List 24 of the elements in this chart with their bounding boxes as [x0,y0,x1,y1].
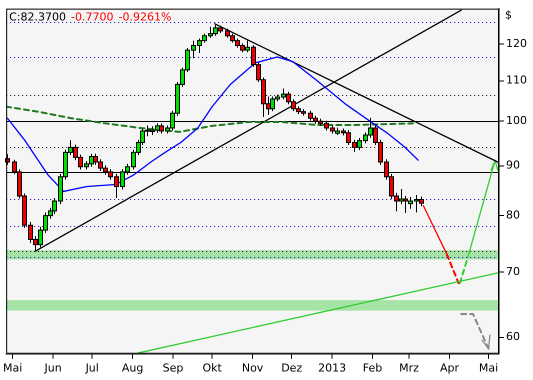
y-tick-label: 70 [506,264,520,278]
annotation: -0.9261% [118,10,172,24]
x-tick-label: Mrz [399,361,420,374]
x-tick-label: Nov [242,361,264,374]
y-axis-title: $ [505,8,512,22]
x-tick-label: Aug [122,361,144,374]
x-tick-label: Feb [362,361,382,374]
x-tick-label: Sep [162,361,184,374]
x-tick-label: Jun [43,361,62,374]
annotation: -0.7700 [71,10,114,24]
x-tick-label: Jul [84,361,99,374]
y-tick-label: 90 [506,158,520,172]
y-tick-label: 60 [506,330,520,344]
x-tick-label: 2013 [318,361,346,374]
x-tick-label: Dez [281,361,302,374]
x-tick-label: Mai [3,361,22,374]
annotation: C:82.3700 [9,10,66,24]
y-tick-label: 80 [506,208,520,222]
y-tick-label: 110 [506,74,528,87]
y-tick-label: 100 [506,114,528,128]
x-tick-label: Apr [440,361,460,374]
x-tick-label: Mai [478,361,498,374]
x-tick-label: Okt [202,361,223,374]
y-tick-label: 120 [506,36,528,50]
